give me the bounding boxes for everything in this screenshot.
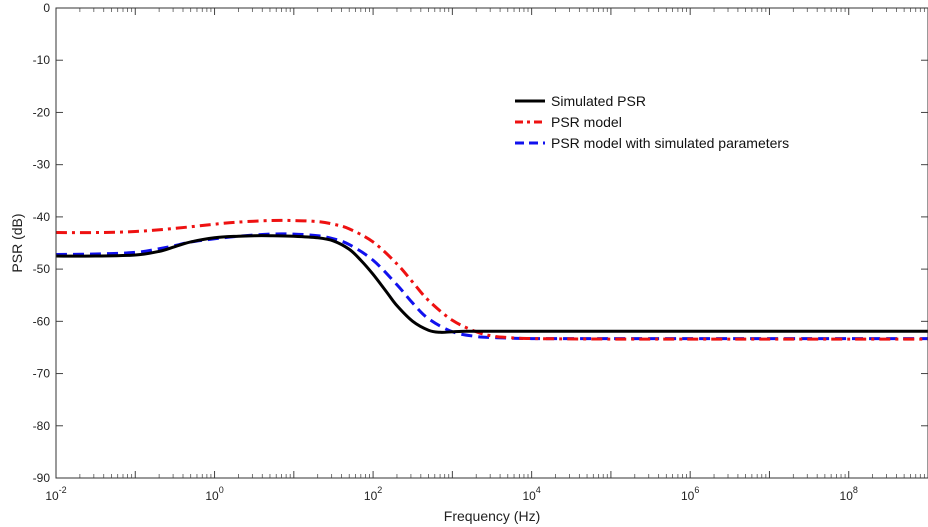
series-line-simulated-psr — [55, 234, 928, 334]
tick-labels: 10-2 100 102 104 106 108 0 -10 -20 -30 -40 -50 -60 -7… — [33, 1, 858, 503]
y-tick-label: -40 — [33, 210, 51, 224]
x-tick-label: 104 — [522, 485, 540, 503]
legend: Simulated PSR PSR model PSR model with sim… — [515, 93, 789, 151]
legend-label: Simulated PSR — [551, 93, 646, 109]
legend-label: PSR model with simulated parameters — [551, 135, 789, 151]
y-tick-label: -70 — [33, 367, 51, 381]
x-tick-label: 10-2 — [45, 485, 66, 503]
y-tick-label: 0 — [43, 1, 50, 15]
y-tick-label: -20 — [33, 105, 51, 119]
plot-frame — [55, 7, 928, 479]
y-tick-label: -90 — [33, 471, 51, 485]
y-tick-label: -50 — [33, 262, 51, 276]
series-lines — [55, 218, 928, 341]
y-axis-label: PSR (dB) — [9, 213, 25, 272]
x-tick-label: 100 — [205, 485, 223, 503]
y-tick-label: -10 — [33, 53, 51, 67]
y-tick-label: -80 — [33, 419, 51, 433]
x-tick-label: 102 — [364, 485, 382, 503]
legend-label: PSR model — [551, 114, 622, 130]
x-tick-label: 108 — [840, 485, 858, 503]
y-tick-label: -30 — [33, 158, 51, 172]
y-tick-label: -60 — [33, 314, 51, 328]
x-axis-label: Frequency (Hz) — [444, 508, 540, 524]
x-tick-label: 106 — [681, 485, 699, 503]
